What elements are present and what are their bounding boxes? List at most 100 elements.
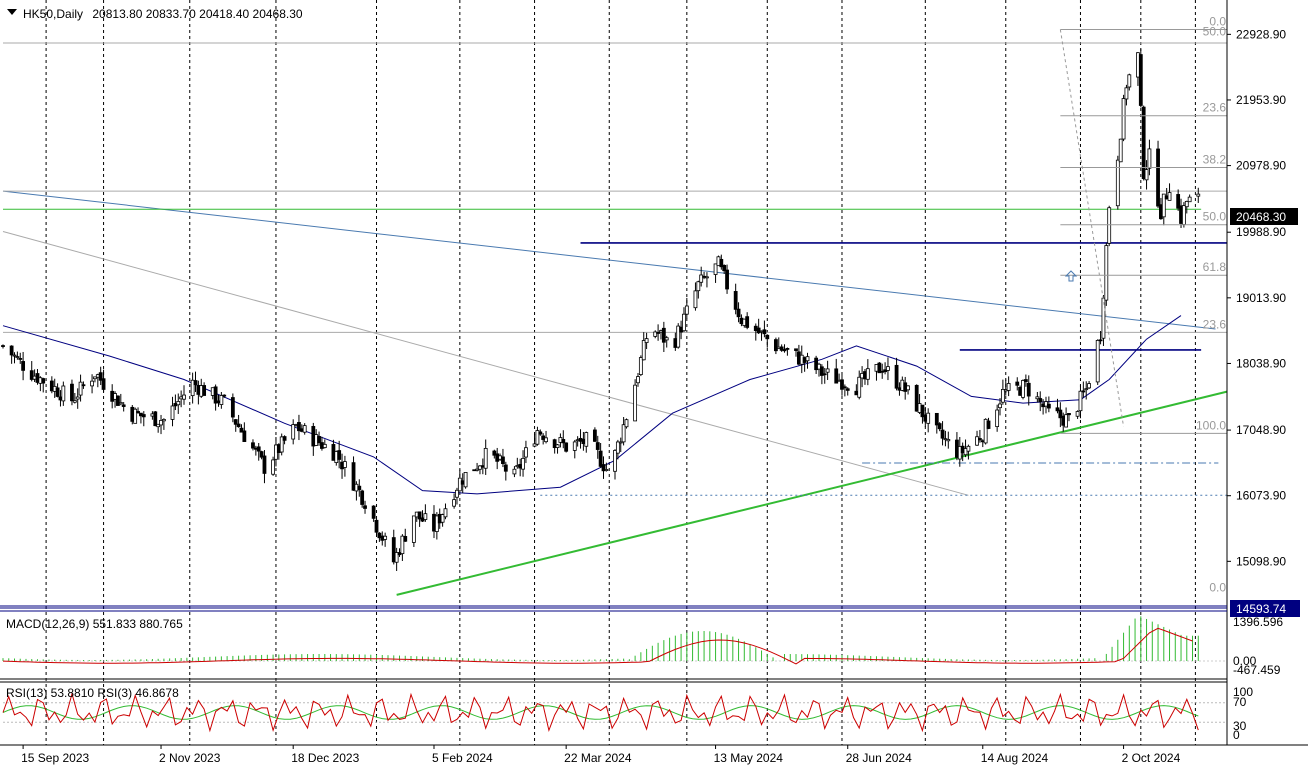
candle-body xyxy=(351,462,356,491)
candle-body xyxy=(1021,380,1025,398)
candle-body xyxy=(552,439,557,449)
date-tick-label: 2 Nov 2023 xyxy=(159,751,221,765)
candle-body xyxy=(70,383,74,402)
candle xyxy=(676,323,681,349)
date-tick-label: 13 May 2024 xyxy=(714,751,784,765)
candle xyxy=(1138,48,1143,108)
candle-body xyxy=(222,394,227,397)
candle xyxy=(1156,140,1160,209)
candle xyxy=(75,388,80,409)
candle xyxy=(934,412,939,434)
candle-body xyxy=(699,274,704,283)
rsi-panel xyxy=(2,692,1227,733)
macd-label: MACD(12,26,9) 551.833 880.765 xyxy=(6,617,183,631)
candle xyxy=(302,423,307,435)
candle-body xyxy=(1035,396,1040,400)
candle xyxy=(785,347,790,356)
candle xyxy=(1075,410,1080,419)
fib-labels: 0.0 23.6 38.2 50.0 61.8 100.0 50.0 23.6 0.0 xyxy=(1059,15,1227,594)
candle xyxy=(9,345,14,364)
candle xyxy=(121,402,126,412)
candle xyxy=(886,357,890,381)
candle-body xyxy=(391,537,396,563)
price-tick-label: 20978.90 xyxy=(1236,159,1286,173)
candle-body xyxy=(845,388,850,391)
candle-body xyxy=(906,385,910,391)
candle xyxy=(584,431,589,453)
candle-body xyxy=(463,472,468,488)
candle-body xyxy=(41,378,46,384)
candle-body xyxy=(604,469,609,472)
fib-level-label: 100.0 xyxy=(1196,418,1226,432)
candle-body xyxy=(705,276,709,279)
candle xyxy=(1167,183,1172,201)
candle xyxy=(538,429,543,436)
candle xyxy=(190,372,195,404)
macd-tick-bottom: -467.459 xyxy=(1233,663,1281,677)
candle-body xyxy=(1138,54,1143,106)
candle-body xyxy=(282,436,287,441)
candle xyxy=(1121,94,1126,142)
candle-body xyxy=(12,354,17,357)
dropdown-triangle-icon[interactable] xyxy=(7,9,17,15)
candle-body xyxy=(538,431,543,435)
candle xyxy=(842,384,847,397)
candle-body xyxy=(403,536,408,542)
candle-body xyxy=(230,397,235,418)
candle-body xyxy=(638,357,643,375)
candle xyxy=(725,264,729,294)
candle-body xyxy=(794,348,798,351)
candle-body xyxy=(202,385,207,396)
candle-body xyxy=(762,329,767,335)
candle xyxy=(116,395,120,406)
candle-body xyxy=(116,395,120,406)
candle xyxy=(561,430,566,449)
candle-body xyxy=(162,419,166,422)
candle-body xyxy=(621,424,626,443)
candle xyxy=(1046,396,1051,413)
candle xyxy=(940,421,945,446)
candle xyxy=(532,433,537,448)
candle xyxy=(1098,331,1103,345)
candle-body xyxy=(719,258,724,268)
candle xyxy=(857,370,862,400)
trendline-line xyxy=(396,390,1228,596)
candle-body xyxy=(774,339,778,352)
candle-body xyxy=(822,373,827,376)
candle xyxy=(159,414,163,435)
candle xyxy=(15,351,20,360)
rsi-tick-0: 0 xyxy=(1233,728,1240,742)
candle-body xyxy=(946,439,951,442)
rsi-tick-100: 100 xyxy=(1233,685,1253,699)
candle-body xyxy=(1156,148,1160,207)
candle-body xyxy=(213,386,218,404)
candle xyxy=(865,359,870,386)
candle-body xyxy=(595,442,600,450)
candle xyxy=(440,513,445,527)
candle-body xyxy=(572,441,577,451)
candle xyxy=(1176,189,1181,211)
candle-body xyxy=(842,386,847,389)
candle-body xyxy=(618,441,623,444)
candle xyxy=(403,528,408,542)
candle xyxy=(877,362,882,374)
candle xyxy=(297,414,301,441)
candle xyxy=(822,367,827,384)
candle xyxy=(176,393,181,414)
candle xyxy=(242,422,247,442)
candle-body xyxy=(337,450,342,460)
candle xyxy=(1118,138,1123,163)
candle xyxy=(136,407,140,414)
low-price-tag: 14593.74 xyxy=(1230,600,1300,617)
candle xyxy=(1161,193,1166,226)
fib-level-label: 0.0 xyxy=(1209,580,1226,594)
candle xyxy=(1187,194,1192,203)
candle-body xyxy=(98,372,103,381)
candle-body xyxy=(9,345,14,356)
candle-body xyxy=(782,349,787,352)
candle-body xyxy=(656,332,660,334)
candle xyxy=(779,344,784,352)
date-tick-label: 28 Jun 2024 xyxy=(846,751,912,765)
date-tick-label: 15 Sep 2023 xyxy=(21,751,89,765)
